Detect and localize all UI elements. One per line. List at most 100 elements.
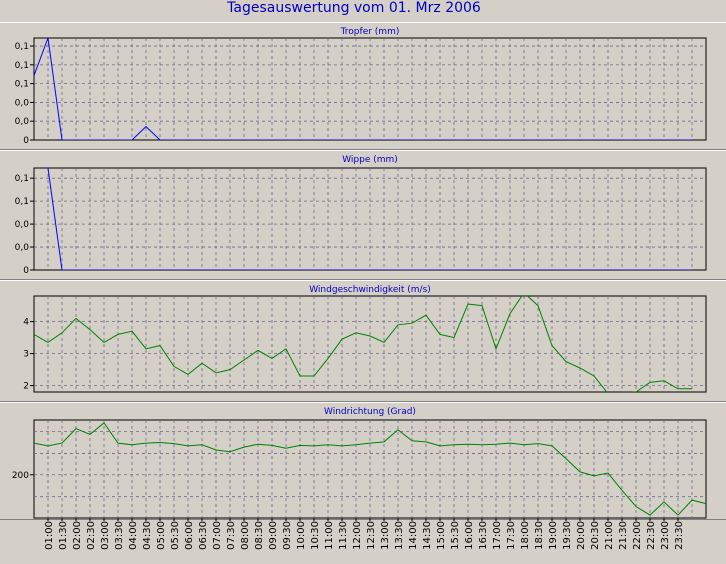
data-point [369,269,372,272]
data-point [551,139,554,142]
data-point [607,139,610,142]
y-tick-label: 0,1 [15,174,29,184]
data-point [523,443,526,446]
chart-panel-1: Tropfer (mm) 0 0,0 0,0 0,1 0,1 0,1 [0,22,726,150]
data-point [285,269,288,272]
data-point [565,139,568,142]
data-point [593,474,596,477]
data-point [565,360,568,363]
data-point [663,500,666,503]
panel-title: Tropfer (mm) [340,27,400,37]
data-point [537,304,540,307]
data-point [439,139,442,142]
data-point [495,347,498,350]
data-point [271,444,274,447]
x-tick-label: 03:30 [114,521,125,550]
x-tick-label: 12:00 [352,521,363,550]
data-point [355,139,358,142]
x-tick-label: 16:00 [464,521,475,550]
x-tick-label: 17:30 [506,521,517,550]
data-point [481,269,484,272]
data-point [215,371,218,374]
data-point [159,139,162,142]
data-point [117,442,120,445]
panel-title: Windgeschwindigkeit (m/s) [309,285,431,295]
data-point [117,269,120,272]
page-title: Tagesauswertung vom 01. Mrz 2006 [226,0,481,16]
data-point [159,441,162,444]
data-point [411,322,414,325]
data-point [47,167,50,170]
data-point [537,442,540,445]
y-tick-label: 3 [23,350,29,360]
data-point [495,269,498,272]
data-point [565,457,568,460]
data-point [89,328,92,331]
x-tick-label: 12:30 [366,521,377,550]
x-tick-label: 14:30 [422,521,433,550]
y-tick-label: 0,0 [15,243,30,253]
data-point [481,139,484,142]
x-tick-label: 16:30 [478,521,489,550]
x-tick-label: 02:00 [72,521,83,550]
data-point [341,338,344,341]
data-point [117,333,120,336]
data-point [313,444,316,447]
x-tick-label: 14:00 [408,521,419,550]
data-point [271,269,274,272]
data-point [383,139,386,142]
x-tick-label: 20:30 [590,521,601,550]
data-point [369,335,372,338]
data-point [131,269,134,272]
data-point [201,139,204,142]
x-tick-label: 01:30 [58,521,69,550]
data-point [299,444,302,447]
data-point [411,269,414,272]
x-tick-label: 22:00 [632,521,643,550]
data-point [173,269,176,272]
data-point [453,443,456,446]
data-point [201,443,204,446]
y-tick-label: 0,1 [15,80,29,90]
x-tick-label: 23:00 [660,521,671,550]
data-point [453,269,456,272]
data-point [579,269,582,272]
x-tick-label: 08:30 [254,521,265,550]
y-tick-label: 0,0 [15,98,30,108]
data-point [173,365,176,368]
data-point [397,269,400,272]
x-tick-label: 06:00 [184,521,195,550]
data-point [369,139,372,142]
data-point [103,269,106,272]
data-point [75,317,78,320]
data-point [607,472,610,475]
data-point [397,323,400,326]
data-point [75,269,78,272]
data-point [635,139,638,142]
data-point [201,362,204,365]
series-line-4 [34,422,706,516]
data-point [467,269,470,272]
data-point [341,269,344,272]
x-tick-label: 07:00 [212,521,223,550]
data-point [285,447,288,450]
data-point [75,139,78,142]
data-point [621,269,624,272]
data-point [621,139,624,142]
data-point [425,314,428,317]
y-tick-label: 0,0 [15,220,30,230]
data-point [551,444,554,447]
data-point [579,470,582,473]
data-point [649,269,652,272]
data-point [593,139,596,142]
y-tick-label: 0,1 [15,42,29,52]
x-tick-label: 10:30 [310,521,321,550]
y-tick-label: 4 [23,318,29,328]
x-tick-label: 11:00 [324,521,335,550]
data-point [509,442,512,445]
data-point [243,269,246,272]
x-tick-label: 18:30 [534,521,545,550]
data-point [467,139,470,142]
data-point [215,448,218,451]
x-tick-label: 17:00 [492,521,503,550]
